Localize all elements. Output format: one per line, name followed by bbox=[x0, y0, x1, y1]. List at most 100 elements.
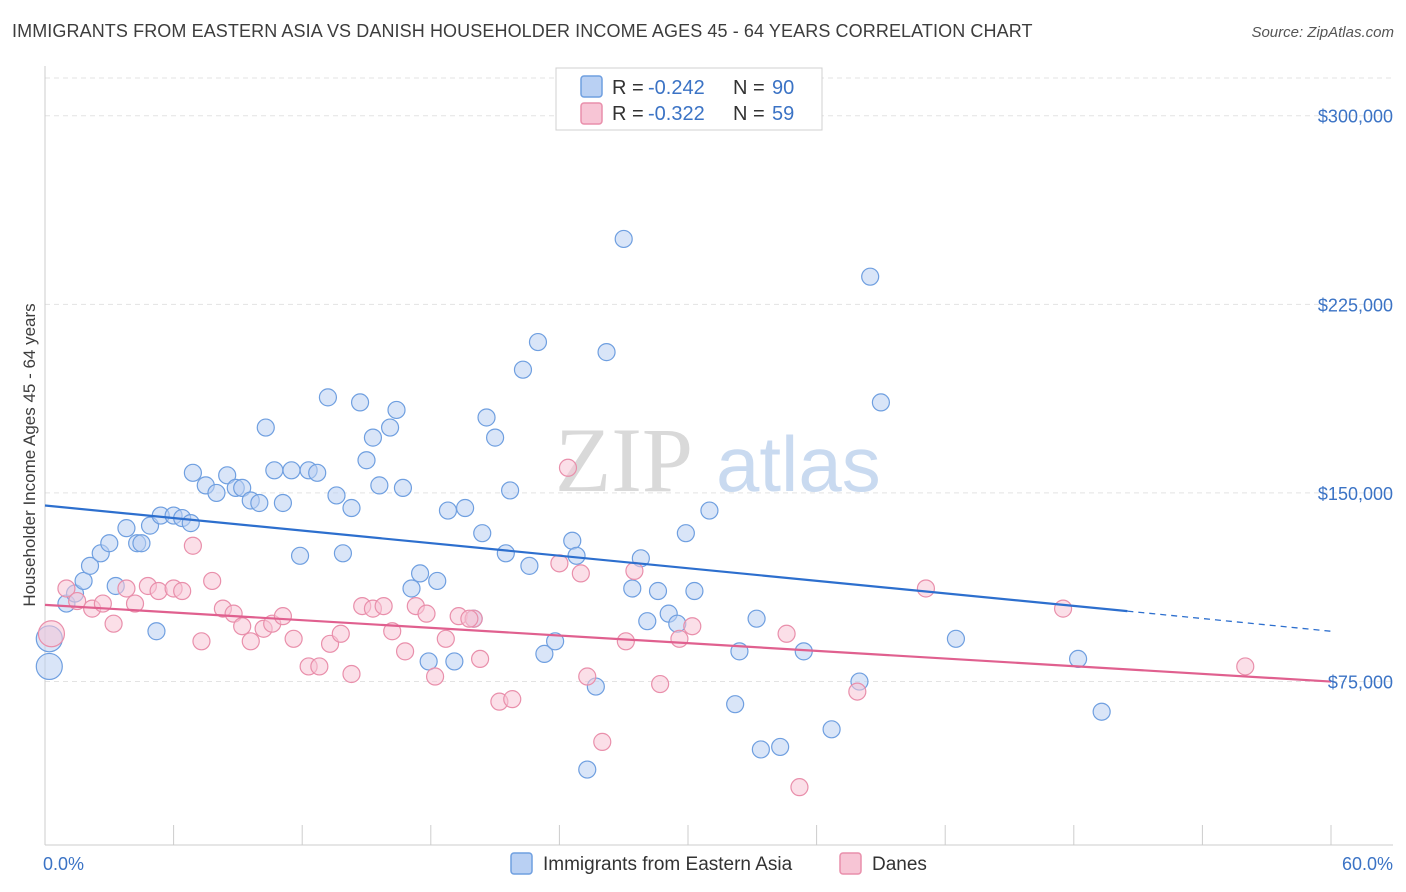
point-s1-21 bbox=[273, 607, 293, 626]
point-s0-32 bbox=[308, 463, 327, 482]
point-s0-87 bbox=[946, 629, 966, 648]
legend-n-value-1: 90 bbox=[772, 77, 794, 99]
point-s0-55 bbox=[496, 544, 515, 563]
point-s0-53 bbox=[477, 408, 496, 427]
point-s0-44 bbox=[402, 579, 421, 598]
data-points bbox=[35, 229, 1255, 797]
point-s0-42 bbox=[387, 400, 406, 420]
point-s0-45 bbox=[410, 564, 430, 583]
point-s0-50 bbox=[455, 498, 475, 518]
y-tick-label-3: $300,000 bbox=[1318, 107, 1393, 127]
point-s0-52 bbox=[473, 524, 492, 543]
point-s1-49 bbox=[651, 674, 670, 694]
trend-lines bbox=[44, 504, 1332, 683]
point-s0-60 bbox=[535, 644, 554, 663]
point-s1-14 bbox=[203, 571, 222, 591]
point-s0-67 bbox=[614, 229, 633, 249]
point-s1-50 bbox=[670, 629, 689, 648]
point-s1-18 bbox=[241, 632, 260, 651]
trend-line-0 bbox=[44, 504, 1128, 613]
point-s0-62 bbox=[563, 531, 582, 550]
legend-r-label-1: R = bbox=[612, 77, 644, 99]
point-s0-80 bbox=[751, 740, 770, 759]
point-s1-26 bbox=[331, 624, 350, 643]
point-s0-88 bbox=[1068, 649, 1088, 669]
point-s0-9 bbox=[117, 519, 136, 538]
point-s0-46 bbox=[419, 652, 438, 671]
point-s1-53 bbox=[790, 778, 809, 797]
point-s0-71 bbox=[648, 581, 668, 601]
legend-n-value-2: 59 bbox=[772, 103, 794, 125]
point-s0-18 bbox=[183, 463, 202, 482]
point-s1-34 bbox=[417, 604, 436, 623]
bottom-legend-swatch-pink bbox=[839, 852, 862, 875]
point-s0-23 bbox=[233, 478, 252, 498]
point-s1-12 bbox=[183, 536, 202, 555]
point-s1-11 bbox=[173, 581, 192, 601]
point-s0-89 bbox=[1092, 702, 1111, 721]
point-s0-43 bbox=[393, 478, 413, 498]
legend-swatch-pink bbox=[580, 102, 603, 125]
y-tick-label-0: $75,000 bbox=[1328, 673, 1393, 693]
point-s1-42 bbox=[550, 554, 569, 573]
point-s1-30 bbox=[374, 596, 393, 616]
bottom-legend: Immigrants from Eastern Asia Danes bbox=[510, 852, 927, 875]
point-s0-39 bbox=[363, 428, 383, 447]
point-s1-9 bbox=[149, 581, 168, 601]
point-s1-7 bbox=[125, 594, 145, 613]
point-s1-27 bbox=[342, 664, 361, 684]
point-s0-66 bbox=[597, 343, 616, 362]
legend-r-value-1: -0.242 bbox=[648, 77, 705, 99]
point-s1-32 bbox=[395, 642, 415, 661]
point-s0-40 bbox=[370, 476, 389, 495]
point-s0-85 bbox=[861, 267, 880, 286]
legend-n-label-2: N = bbox=[733, 103, 765, 125]
point-s1-0 bbox=[37, 620, 66, 648]
point-s1-35 bbox=[425, 667, 445, 686]
point-s0-77 bbox=[726, 695, 745, 714]
chart-title: IMMIGRANTS FROM EASTERN ASIA VS DANISH H… bbox=[12, 21, 1033, 41]
point-s0-57 bbox=[513, 360, 533, 379]
point-s1-58 bbox=[460, 609, 479, 628]
point-s1-54 bbox=[848, 682, 867, 701]
point-s0-74 bbox=[676, 524, 695, 543]
point-s0-37 bbox=[350, 393, 370, 412]
point-s1-5 bbox=[104, 614, 123, 633]
point-s0-34 bbox=[327, 486, 346, 505]
watermark-zip: ZIP bbox=[555, 409, 693, 511]
point-s0-17 bbox=[181, 514, 200, 533]
point-s1-6 bbox=[117, 579, 136, 598]
point-s1-16 bbox=[224, 604, 243, 623]
point-s0-26 bbox=[256, 418, 275, 437]
x-tick-label-min: 0.0% bbox=[43, 854, 84, 874]
point-s1-56 bbox=[1053, 599, 1073, 618]
point-s0-20 bbox=[207, 483, 226, 503]
point-s1-1 bbox=[57, 579, 76, 598]
trend-line-1 bbox=[44, 603, 1332, 683]
point-s1-44 bbox=[571, 564, 590, 583]
point-s0-64 bbox=[578, 760, 597, 779]
point-s1-45 bbox=[578, 667, 597, 686]
point-s1-55 bbox=[916, 579, 936, 598]
point-s1-36 bbox=[436, 629, 455, 648]
point-s0-7 bbox=[100, 534, 119, 553]
point-s1-47 bbox=[616, 632, 635, 651]
point-s1-41 bbox=[503, 690, 522, 709]
point-s1-48 bbox=[625, 561, 644, 580]
point-s1-24 bbox=[310, 657, 329, 676]
x-tick-label-max: 60.0% bbox=[1342, 854, 1393, 874]
point-s0-5 bbox=[80, 556, 100, 575]
point-s0-48 bbox=[438, 501, 458, 520]
point-s0-35 bbox=[333, 544, 353, 563]
point-s0-28 bbox=[273, 493, 293, 513]
trend-line-dashed-0 bbox=[1127, 610, 1332, 632]
point-s0-59 bbox=[528, 332, 548, 352]
point-s0-56 bbox=[501, 481, 520, 500]
point-s0-38 bbox=[357, 451, 376, 470]
point-s1-22 bbox=[284, 629, 303, 648]
y-tick-label-1: $150,000 bbox=[1318, 484, 1393, 504]
point-s1-46 bbox=[593, 732, 612, 751]
point-s0-0 bbox=[35, 652, 63, 681]
bottom-legend-label-1: Immigrants from Eastern Asia bbox=[543, 854, 793, 875]
